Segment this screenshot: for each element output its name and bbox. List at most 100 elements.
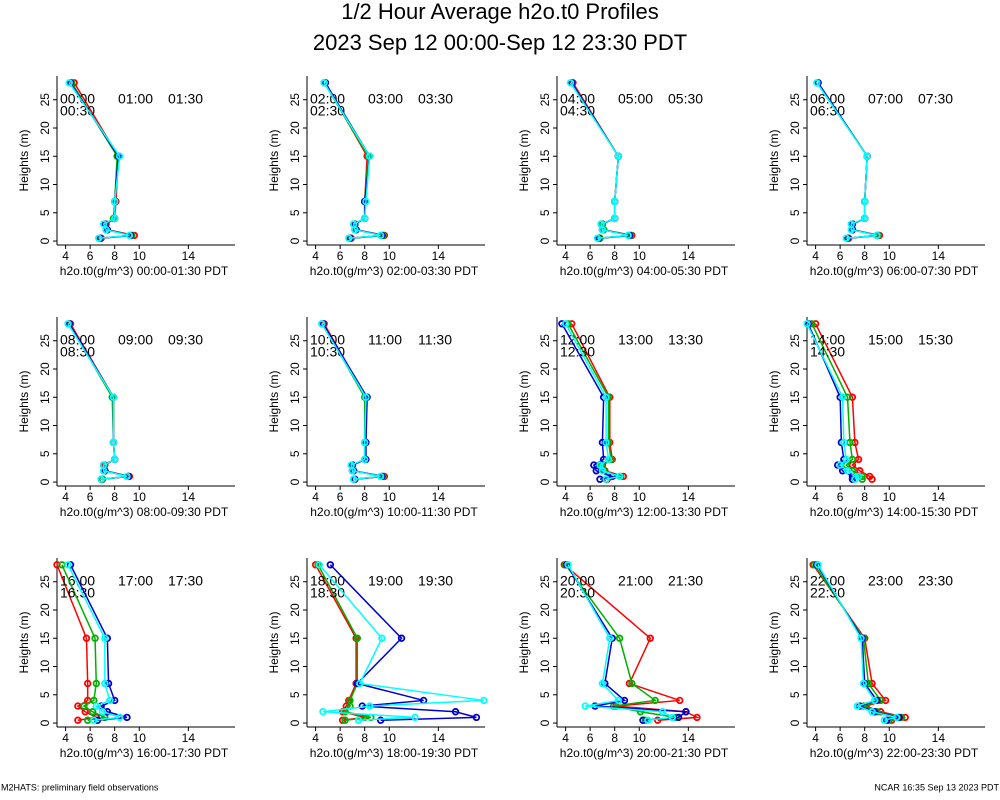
y-tick-label: 25 xyxy=(38,93,52,107)
profile-point xyxy=(838,393,847,401)
legend-label: 05:00 xyxy=(618,91,653,107)
y-tick-label: 10 xyxy=(288,178,302,192)
profile-point xyxy=(101,679,109,688)
profile-point xyxy=(854,472,863,481)
profile-point xyxy=(64,320,72,328)
x-tick-label: 4 xyxy=(562,249,569,263)
y-axis-label: Heights (m) xyxy=(767,611,781,673)
y-tick-label: 25 xyxy=(38,575,52,589)
profile-point xyxy=(614,152,623,160)
y-tick-label: 10 xyxy=(538,419,552,433)
profile-point xyxy=(614,696,623,705)
x-tick-label: 10 xyxy=(383,249,397,263)
y-tick-label: 15 xyxy=(538,149,552,163)
y-axis-label: Heights (m) xyxy=(17,611,31,673)
profile-point xyxy=(644,716,652,724)
y-tick-label: 0 xyxy=(538,478,552,485)
profile-point xyxy=(814,561,822,569)
profile-point xyxy=(615,472,624,481)
x-axis-label: h2o.t0(g/m^3) 14:00-15:30 PDT xyxy=(810,505,979,519)
profile-point xyxy=(811,320,820,328)
profile-point xyxy=(318,320,326,328)
profile-point xyxy=(106,696,114,705)
profile-point xyxy=(378,634,386,642)
x-tick-label: 14 xyxy=(932,249,946,263)
y-tick-label: 20 xyxy=(538,121,552,135)
x-tick-label: 8 xyxy=(611,490,618,504)
x-tick-label: 4 xyxy=(312,249,319,263)
y-tick-label: 20 xyxy=(38,362,52,376)
profile-point xyxy=(110,455,119,464)
profile-point xyxy=(597,220,605,228)
profile-point xyxy=(349,220,358,228)
y-tick-label: 10 xyxy=(788,660,802,674)
y-axis-label: Heights (m) xyxy=(517,129,531,191)
subtitle: 2023 Sep 12 00:00-Sep 12 23:30 PDT xyxy=(313,30,687,55)
x-tick-label: 8 xyxy=(361,490,368,504)
profile-point xyxy=(115,152,124,160)
y-tick-label: 25 xyxy=(288,334,302,348)
y-tick-label: 15 xyxy=(788,149,802,163)
profile-point xyxy=(472,713,481,722)
profile-point xyxy=(123,472,131,481)
profile-point xyxy=(892,713,901,722)
profile-point xyxy=(873,231,881,240)
y-tick-label: 20 xyxy=(538,362,552,376)
profile-point xyxy=(561,320,570,328)
profile-point xyxy=(362,393,370,401)
profile-point xyxy=(360,455,369,464)
profile-point xyxy=(593,234,602,242)
y-tick-label: 10 xyxy=(538,660,552,674)
profile-point xyxy=(596,461,604,469)
y-tick-label: 10 xyxy=(788,178,802,192)
x-tick-label: 8 xyxy=(861,731,868,745)
legend-label: 08:30 xyxy=(60,344,95,360)
profile-point xyxy=(110,197,119,206)
y-axis-label: Heights (m) xyxy=(517,611,531,673)
legend-label: 21:30 xyxy=(668,573,703,589)
y-tick-label: 5 xyxy=(788,209,802,216)
profile-point xyxy=(365,152,374,160)
x-axis-label: h2o.t0(g/m^3) 00:00-01:30 PDT xyxy=(60,264,229,278)
profile-point xyxy=(315,561,323,569)
x-tick-label: 14 xyxy=(182,490,196,504)
profile-line xyxy=(814,323,873,480)
y-tick-label: 25 xyxy=(788,334,802,348)
x-tick-label: 4 xyxy=(62,731,69,745)
x-tick-label: 14 xyxy=(682,249,696,263)
y-tick-label: 25 xyxy=(38,334,52,348)
y-tick-label: 15 xyxy=(788,390,802,404)
x-tick-label: 4 xyxy=(62,249,69,263)
y-tick-label: 20 xyxy=(788,362,802,376)
x-tick-label: 10 xyxy=(383,490,397,504)
title: 1/2 Hour Average h2o.t0 Profiles xyxy=(341,0,659,24)
profile-point xyxy=(347,461,355,469)
y-axis-label: Heights (m) xyxy=(267,370,281,432)
profile-point xyxy=(102,226,110,234)
y-tick-label: 20 xyxy=(288,362,302,376)
x-tick-label: 8 xyxy=(611,731,618,745)
y-axis-label: Heights (m) xyxy=(767,370,781,432)
y-tick-label: 15 xyxy=(38,631,52,645)
x-tick-label: 10 xyxy=(883,490,897,504)
profile-line xyxy=(318,564,484,721)
profile-point xyxy=(860,197,869,206)
y-tick-label: 15 xyxy=(38,149,52,163)
profile-point xyxy=(610,197,619,206)
y-tick-label: 0 xyxy=(38,237,52,244)
profile-point xyxy=(581,702,589,710)
profile-point xyxy=(842,455,850,464)
x-tick-label: 6 xyxy=(587,490,594,504)
y-tick-label: 0 xyxy=(288,719,302,726)
y-axis-label: Heights (m) xyxy=(17,129,31,191)
x-tick-label: 6 xyxy=(87,249,94,263)
x-tick-label: 4 xyxy=(62,490,69,504)
profile-point xyxy=(860,214,869,223)
legend-label: 03:00 xyxy=(368,91,403,107)
x-tick-label: 14 xyxy=(932,731,946,745)
x-axis-label: h2o.t0(g/m^3) 18:00-19:30 PDT xyxy=(310,746,479,760)
profile-point xyxy=(411,713,419,722)
y-tick-label: 10 xyxy=(288,660,302,674)
legend-label: 20:30 xyxy=(560,585,595,601)
profile-point xyxy=(653,716,662,724)
